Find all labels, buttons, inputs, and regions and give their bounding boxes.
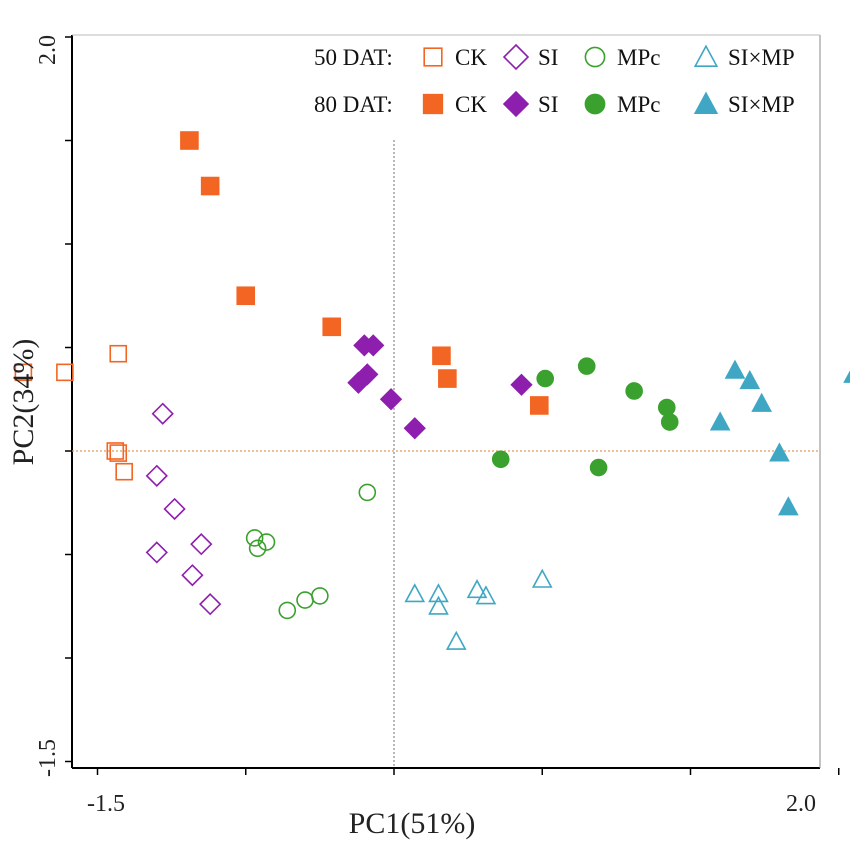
point-80-dat-mpc [577,357,596,375]
legend-marker-mpc [584,93,606,115]
point-50-dat-mpc [245,529,264,547]
point-80-dat-sixmp [751,392,773,412]
point-50-dat-sixmp [531,568,553,588]
point-80-dat-mpc [625,382,643,400]
point-50-dat-ck [115,462,133,481]
legend-marker-sixmp [693,44,719,67]
point-80-dat-si [347,371,370,394]
point-80-dat-sixmp [724,359,746,379]
point-50-dat-mpc [358,483,377,502]
point-80-dat-ck [180,131,199,150]
point-50-dat-si [145,464,168,487]
x-tick-label-min: -1.5 [87,791,125,817]
point-80-dat-sixmp [709,411,731,431]
point-80-dat-mpc [536,369,555,388]
point-80-dat-ck [432,346,451,366]
point-80-dat-ck [438,369,457,388]
point-50-dat-sixmp [475,585,497,605]
legend-label: CK [455,45,487,70]
x-tick-label-max: 2.0 [786,791,816,817]
point-80-dat-sixmp [769,442,790,462]
y-tick-label-max: 2.0 [35,35,61,65]
point-50-dat-si [151,402,174,425]
legend-label: SI×MP [728,45,795,70]
point-50-dat-ck [109,444,128,462]
point-50-dat-si [145,541,168,564]
point-50-dat-si [190,533,213,556]
legend-marker-ck [422,93,444,115]
point-50-dat-mpc [248,539,267,558]
point-50-dat-sixmp [428,595,449,615]
point-80-dat-mpc [657,398,676,417]
legend-marker-ck [423,47,443,67]
point-50-dat-sixmp [466,579,488,599]
point-80-dat-ck [236,286,256,306]
point-80-dat-sixmp [739,369,761,390]
point-50-dat-ck [109,344,128,363]
point-50-dat-sixmp [404,583,426,603]
legend-marker-si [502,90,530,118]
point-80-dat-mpc [660,413,679,431]
legend-label: SI [538,45,558,70]
legend-label: SI×MP [728,92,795,117]
point-50-dat-sixmp [428,583,449,603]
legend-row-label: 50 DAT: [314,45,393,70]
legend-marker-sixmp [693,91,719,114]
point-50-dat-mpc [296,591,314,609]
point-80-dat-si [403,417,426,440]
point-80-dat-sixmp [778,496,799,516]
point-50-dat-ck [14,363,33,382]
point-50-dat-mpc [278,601,297,620]
point-50-dat-si [199,593,222,616]
legend-label: MPc [617,45,660,70]
point-80-dat-si [510,373,533,396]
legend-marker-mpc [584,46,606,68]
point-80-dat-mpc [491,450,510,469]
point-50-dat-ck [106,442,125,460]
point-80-dat-sixmp [843,370,850,383]
legend-row-label: 80 DAT: [314,92,393,117]
point-50-dat-si [163,497,186,521]
legend-label: CK [455,92,487,117]
point-80-dat-ck [529,396,549,415]
legend-label: MPc [617,92,660,117]
point-50-dat-si [181,564,204,587]
point-80-dat-ck [200,176,220,196]
point-80-dat-si [362,334,385,357]
legend-label: SI [538,92,558,117]
y-tick-label-min: -1.5 [35,739,61,777]
point-80-dat-si [379,388,403,411]
point-80-dat-ck [322,317,342,337]
point-50-dat-ck [56,363,74,382]
y-axis-title: PC2(34%) [7,339,40,466]
point-50-dat-mpc [257,533,276,551]
point-50-dat-mpc [311,587,329,605]
point-80-dat-mpc [589,458,608,477]
legend-marker-si [502,43,530,71]
point-50-dat-sixmp [445,630,467,650]
x-axis-title: PC1(51%) [349,807,476,840]
